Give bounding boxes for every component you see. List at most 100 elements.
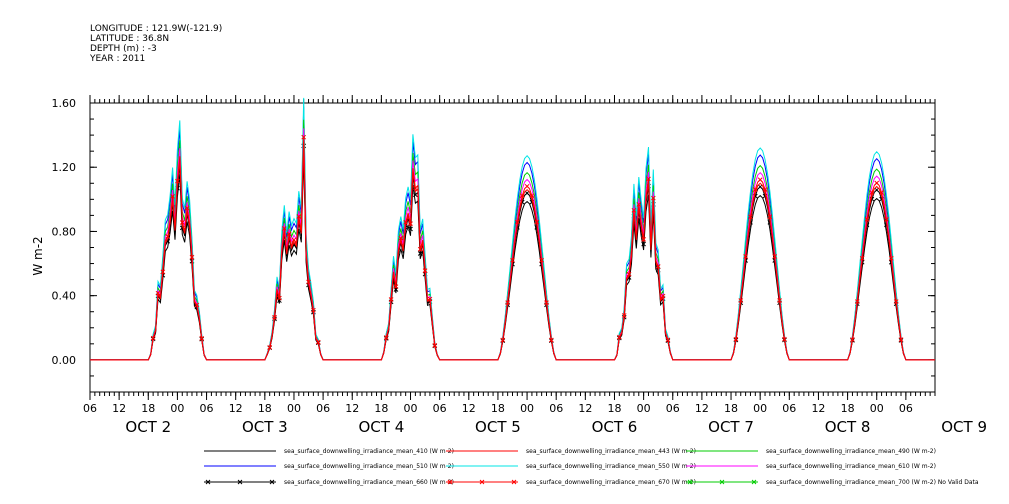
series-marker <box>170 194 175 199</box>
x-tick-label: 12 <box>112 402 126 415</box>
series-marker <box>665 337 671 343</box>
series-marker <box>888 255 894 261</box>
x-tick-label: 00 <box>520 402 534 415</box>
series-marker <box>859 255 865 261</box>
series-marker <box>524 190 530 196</box>
y-tick-label: 0.00 <box>52 354 77 367</box>
series-marker <box>893 299 899 304</box>
series-marker <box>641 236 646 242</box>
legend-marker <box>687 479 693 485</box>
series-marker <box>752 187 758 192</box>
legend-label: sea_surface_downwelling_irradiance_mean_… <box>284 448 454 455</box>
series-marker <box>762 187 768 192</box>
x-tick-label: 18 <box>841 402 855 415</box>
x-tick-label: 06 <box>666 402 680 415</box>
series-marker <box>306 279 311 285</box>
x-tick-label: 18 <box>258 402 272 415</box>
series-marker <box>529 193 535 199</box>
series-marker <box>757 184 763 190</box>
series-marker <box>388 297 394 302</box>
day-label: OCT 3 <box>242 418 288 436</box>
legend-marker <box>269 479 275 485</box>
series-line <box>90 106 935 361</box>
day-label: OCT 9 <box>941 418 987 436</box>
x-tick-label: 06 <box>200 402 214 415</box>
series-marker <box>510 257 515 263</box>
series-marker <box>738 298 744 303</box>
x-tick-label: 18 <box>374 402 388 415</box>
series-marker <box>272 314 277 320</box>
x-tick-label: 06 <box>433 402 447 415</box>
y-tick-label: 1.20 <box>52 161 77 174</box>
series-marker <box>500 337 506 343</box>
y-axis-label: W m-2 <box>31 236 45 275</box>
series-marker <box>884 217 889 222</box>
series-marker <box>311 307 316 313</box>
series-marker <box>767 214 773 220</box>
series-marker <box>417 246 423 252</box>
series-marker <box>733 336 739 342</box>
x-tick-label: 00 <box>404 402 418 415</box>
chart-header: LONGITUDE : 121.9W(-121.9) LATITUDE : 36… <box>89 24 222 64</box>
series-marker <box>427 296 433 302</box>
series-marker <box>660 293 666 299</box>
legend: sea_surface_downwelling_irradiance_mean_… <box>204 448 979 486</box>
series-marker <box>548 337 554 343</box>
series-marker <box>296 214 302 219</box>
series-marker <box>383 335 389 340</box>
x-tick-label: 06 <box>782 402 796 415</box>
series-marker <box>403 219 409 225</box>
series-marker <box>636 202 642 207</box>
series-marker <box>534 219 540 225</box>
series-marker <box>874 180 880 186</box>
series-marker <box>524 183 530 189</box>
header-line-latitude: LATITUDE : 36.8N <box>90 34 169 44</box>
header-line-depth: DEPTH (m) : -3 <box>90 44 157 54</box>
series-marker <box>160 269 166 275</box>
x-tick-label: 12 <box>578 402 592 415</box>
x-tick-label: 18 <box>724 402 738 415</box>
legend-label: sea_surface_downwelling_irradiance_mean_… <box>526 479 696 486</box>
series-marker <box>165 234 171 239</box>
series-line <box>90 97 935 361</box>
x-tick-label: 00 <box>753 402 767 415</box>
legend-label: sea_surface_downwelling_irradiance_mean_… <box>766 479 979 486</box>
day-label: OCT 7 <box>708 418 754 436</box>
legend-label: sea_surface_downwelling_irradiance_mean_… <box>526 463 696 470</box>
day-label: OCT 6 <box>592 418 638 436</box>
series-marker <box>631 207 637 213</box>
header-line-year: YEAR : 2011 <box>89 54 145 64</box>
series-marker <box>432 343 438 348</box>
series-marker <box>301 134 307 140</box>
series-marker <box>286 231 292 237</box>
series-marker <box>743 254 748 259</box>
series-marker <box>757 177 763 183</box>
series-marker <box>519 193 525 199</box>
series-marker <box>179 220 185 225</box>
x-tick-label: 06 <box>83 402 97 415</box>
series-marker <box>199 335 205 341</box>
series-marker <box>155 290 161 296</box>
x-tick-label: 06 <box>316 402 330 415</box>
series-marker <box>398 235 404 241</box>
x-tick-label: 12 <box>345 402 359 415</box>
series-marker <box>267 344 273 350</box>
series-marker <box>777 298 782 303</box>
legend-marker <box>479 479 485 485</box>
x-tick-label: 18 <box>491 402 505 415</box>
x-tick-label: 12 <box>811 402 825 415</box>
series-marker <box>315 339 321 345</box>
series-marker <box>150 335 156 341</box>
series-marker <box>393 284 399 289</box>
day-label: OCT 2 <box>125 418 171 436</box>
legend-label: sea_surface_downwelling_irradiance_mean_… <box>526 448 696 455</box>
header-line-longitude: LONGITUDE : 121.9W(-121.9) <box>90 24 222 34</box>
series-marker <box>539 257 544 263</box>
x-tick-label: 12 <box>695 402 709 415</box>
x-tick-label: 00 <box>870 402 884 415</box>
legend-marker <box>511 479 517 485</box>
series-marker <box>621 313 627 318</box>
legend-marker <box>719 479 725 485</box>
day-label: OCT 8 <box>825 418 871 436</box>
